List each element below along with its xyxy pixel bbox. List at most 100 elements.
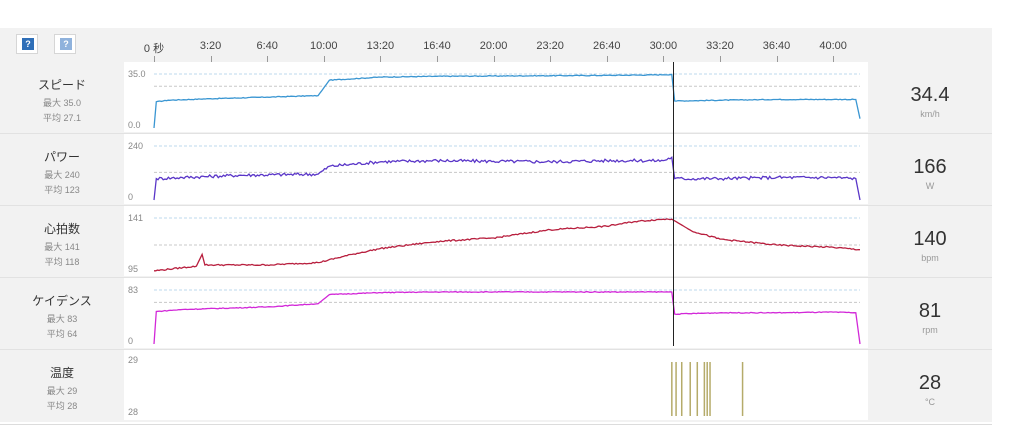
heart-rate-plot[interactable]: 141 95 (124, 206, 868, 276)
y-axis-min-label: 95 (128, 264, 139, 274)
readout-temperature: 28 °C (868, 350, 992, 420)
metric-label-heart-rate: 心拍数 最大 141 平均 118 (0, 206, 124, 276)
plot-svg (153, 73, 861, 129)
unit-label: km/h (920, 109, 940, 119)
temperature-spike (680, 362, 683, 416)
y-axis-max-label: 29 (128, 355, 139, 365)
time-tick-label: 36:40 (762, 40, 791, 52)
time-tick-mark (267, 56, 269, 62)
y-axis-max-label: 35.0 (128, 69, 146, 79)
readout-cadence: 81 rpm (868, 278, 992, 348)
y-axis-min-label: 0.0 (128, 120, 141, 130)
metric-max: 最大 83 (46, 314, 78, 324)
temperature-plot[interactable]: 29 28 (124, 350, 868, 420)
temperature-spike (671, 362, 673, 416)
row-divider (0, 133, 992, 134)
temperature-spike (709, 362, 711, 416)
readout-heart-rate: 140 bpm (868, 206, 992, 276)
metric-max: 最大 141 (44, 242, 80, 252)
temperature-spike (706, 362, 708, 416)
cadence-plot[interactable]: 83 0 (124, 278, 868, 348)
current-value: 140 (913, 228, 947, 250)
power-plot[interactable]: 240 0 (124, 134, 868, 204)
y-axis-max-label: 240 (128, 141, 144, 151)
metric-max: 最大 35.0 (42, 98, 82, 108)
time-tick-label: 3:20 (199, 40, 222, 52)
plot-svg (153, 145, 861, 201)
time-tick-label: 23:20 (536, 40, 564, 52)
time-tick-mark (380, 56, 382, 62)
metric-avg: 平均 28 (46, 401, 78, 411)
metric-label-cadence: ケイデンス 最大 83 平均 64 (0, 278, 124, 348)
readout-speed: 34.4 km/h (868, 62, 992, 132)
time-tick-label: 26:40 (592, 40, 621, 52)
パワー-line (153, 156, 861, 201)
y-axis-min-label: 0 (128, 336, 134, 346)
temperature-spike (703, 362, 706, 416)
temperature-spike (675, 362, 677, 416)
time-tick-label: 40:00 (819, 40, 847, 52)
time-tick-mark (550, 56, 552, 62)
unit-label: bpm (921, 253, 939, 263)
unit-label: rpm (922, 325, 938, 335)
unit-label: °C (924, 397, 936, 407)
help-button-2[interactable]: ? (54, 34, 76, 54)
y-axis-min-label: 28 (128, 407, 139, 417)
time-tick-mark (719, 56, 721, 62)
metric-label-temperature: 温度 最大 29 平均 28 (0, 350, 124, 420)
time-tick-mark (436, 56, 438, 62)
time-tick-label: 33:20 (706, 40, 734, 52)
metric-avg: 平均 118 (44, 257, 80, 267)
plot-svg (671, 362, 744, 416)
y-axis-max-label: 83 (128, 285, 139, 295)
time-tick-mark (606, 56, 608, 62)
metric-label-power: パワー 最大 240 平均 123 (0, 134, 124, 204)
time-tick-label: 16:40 (423, 40, 451, 52)
metric-label-speed: スピード 最大 35.0 平均 27.1 (0, 62, 124, 132)
plot-svg (154, 217, 861, 272)
time-tick-mark (663, 56, 665, 62)
metric-name: スピード (37, 78, 86, 92)
time-tick-mark (210, 56, 212, 62)
temperature-spike (696, 362, 699, 416)
readout-power: 166 W (868, 134, 992, 204)
current-value: 28 (918, 372, 942, 394)
time-tick-mark (833, 56, 835, 62)
time-axis: 0 秒 3:20 6:40 10:00 13:20 16:40 20:00 23:20 26:4… (124, 28, 868, 62)
metric-avg: 平均 64 (46, 329, 78, 339)
time-tick-label: 6:40 (256, 40, 278, 52)
time-tick-mark (493, 56, 495, 62)
current-value: 34.4 (910, 84, 950, 106)
time-tick-mark (323, 56, 325, 62)
plot-svg (153, 289, 861, 345)
row-divider (0, 277, 992, 278)
スピード-line (153, 73, 861, 129)
time-tick-label: 13:20 (366, 40, 395, 52)
time-tick-label: 30:00 (649, 40, 678, 52)
bottom-divider (0, 424, 992, 425)
current-value: 81 (918, 300, 942, 322)
metric-name: ケイデンス (32, 294, 92, 308)
metric-name: 心拍数 (43, 222, 80, 236)
row-divider (0, 205, 992, 206)
metric-name: 温度 (49, 366, 74, 380)
current-value: 166 (913, 156, 947, 178)
temperature-spike (689, 362, 691, 416)
心拍数-line (154, 218, 861, 272)
metric-max: 最大 240 (44, 170, 80, 180)
metric-avg: 平均 27.1 (42, 113, 82, 123)
temperature-spike (741, 362, 744, 416)
time-tick-label: 20:00 (479, 40, 508, 52)
speed-plot[interactable]: 35.0 0.0 (124, 62, 868, 132)
y-axis-min-label: 0 (128, 192, 134, 202)
metric-name: パワー (43, 150, 80, 164)
ケイデンス-line (153, 290, 861, 345)
time-tick-mark (776, 56, 778, 62)
help-button-1[interactable]: ? (16, 34, 38, 54)
time-tick-label: 0 秒 (143, 43, 165, 55)
help-icon: ? (22, 38, 34, 50)
time-cursor-line[interactable] (672, 62, 674, 346)
help-icon: ? (60, 38, 72, 50)
time-tick-mark (154, 56, 155, 62)
